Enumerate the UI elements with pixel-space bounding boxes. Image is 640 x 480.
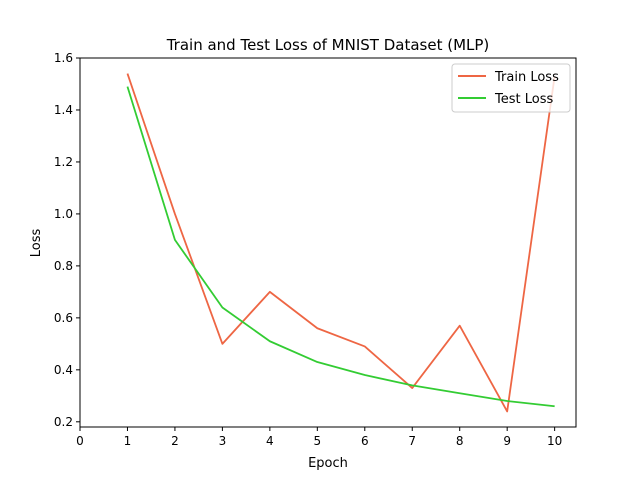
legend-label-test-loss: Test Loss: [494, 92, 553, 107]
y-axis-ticks: 0.2 0.4 0.6 0.8 1.0 1.2 1.4 1.6: [54, 51, 80, 429]
chart-title: Train and Test Loss of MNIST Dataset (ML…: [166, 36, 490, 54]
legend: Train Loss Test Loss: [451, 63, 571, 113]
x-tick-label: 6: [361, 434, 369, 448]
x-tick-label: 8: [456, 434, 464, 448]
y-tick-label: 1.0: [54, 207, 73, 221]
x-tick-label: 9: [503, 434, 511, 448]
y-tick-label: 0.8: [54, 259, 73, 273]
x-tick-label: 1: [124, 434, 132, 448]
y-tick-label: 0.4: [54, 363, 73, 377]
y-tick-label: 1.6: [54, 51, 73, 65]
plot-frame: [79, 57, 577, 428]
y-tick-label: 0.6: [54, 311, 73, 325]
y-tick-label: 1.2: [54, 155, 73, 169]
x-tick-label: 5: [314, 434, 322, 448]
x-tick-label: 10: [547, 434, 562, 448]
x-tick-label: 2: [171, 434, 179, 448]
y-axis-label: Loss: [29, 229, 44, 258]
x-tick-label: 7: [408, 434, 416, 448]
y-tick-label: 0.2: [54, 415, 73, 429]
x-tick-label: 0: [76, 434, 84, 448]
series-line-test-loss: [126, 86, 555, 408]
legend-label-train-loss: Train Loss: [494, 70, 559, 85]
x-axis-label: Epoch: [308, 456, 348, 471]
x-tick-label: 4: [266, 434, 274, 448]
x-axis-ticks: 0 1 2 3 4 5 6 7 8 9 10: [76, 427, 562, 448]
plot-area: 0 1 2 3 4 5 6 7 8 9 10 0.2 0.4 0.6 0.8 1.0 1.2 1.4 1.6: [54, 51, 577, 448]
x-tick-label: 3: [219, 434, 227, 448]
series-layer: [126, 73, 556, 413]
y-tick-label: 1.4: [54, 103, 73, 117]
series-line-train-loss: [126, 73, 556, 413]
